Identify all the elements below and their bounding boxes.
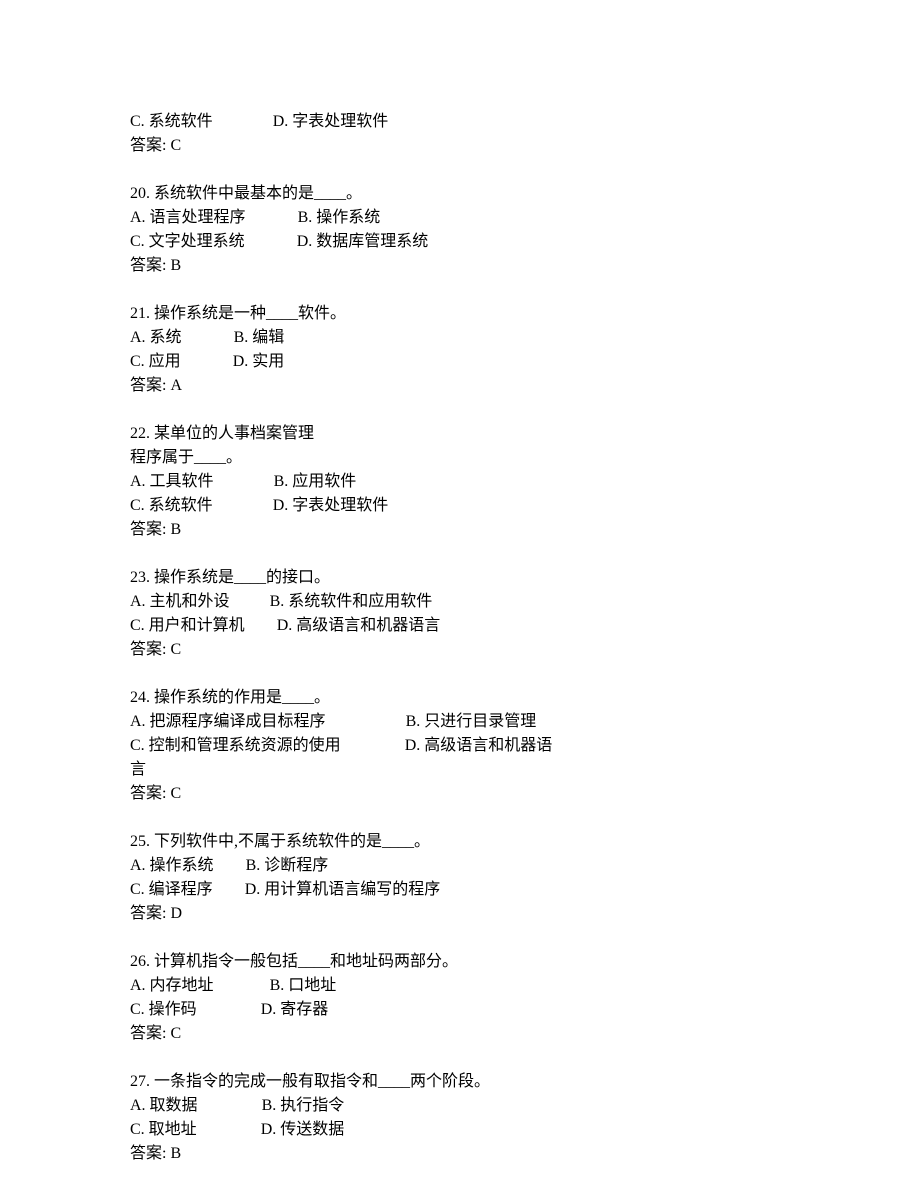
option-line: C. 文字处理系统 D. 数据库管理系统 — [130, 230, 790, 254]
option-d: D. 实用 — [233, 353, 285, 370]
page: C. 系统软件 D. 字表处理软件 答案: C 20. 系统软件中最基本的是__… — [0, 0, 920, 1191]
option-b: B. 口地址 — [270, 977, 337, 994]
option-a: A. 取数据 — [130, 1097, 198, 1114]
question-21: 21. 操作系统是一种____软件。 A. 系统 B. 编辑 C. 应用 D. … — [130, 302, 790, 398]
option-line: A. 内存地址 B. 口地址 — [130, 974, 790, 998]
option-line: C. 应用 D. 实用 — [130, 350, 790, 374]
answer-line: 答案: B — [130, 254, 790, 278]
option-line: A. 操作系统 B. 诊断程序 — [130, 854, 790, 878]
option-a: A. 主机和外设 — [130, 593, 230, 610]
question-stem: 25. 下列软件中,不属于系统软件的是____。 — [130, 830, 790, 854]
question-23: 23. 操作系统是____的接口。 A. 主机和外设 B. 系统软件和应用软件 … — [130, 566, 790, 662]
option-line: C. 取地址 D. 传送数据 — [130, 1118, 790, 1142]
question-stem: 23. 操作系统是____的接口。 — [130, 566, 790, 590]
option-d: D. 寄存器 — [261, 1001, 329, 1018]
question-24: 24. 操作系统的作用是____。 A. 把源程序编译成目标程序 B. 只进行目… — [130, 686, 790, 806]
question-stem: 26. 计算机指令一般包括____和地址码两部分。 — [130, 950, 790, 974]
option-c: C. 控制和管理系统资源的使用 — [130, 737, 341, 754]
option-c: C. 用户和计算机 — [130, 617, 245, 634]
option-d-cont: 言 — [130, 758, 790, 782]
question-25: 25. 下列软件中,不属于系统软件的是____。 A. 操作系统 B. 诊断程序… — [130, 830, 790, 926]
option-b: B. 操作系统 — [298, 209, 381, 226]
option-a: A. 把源程序编译成目标程序 — [130, 713, 326, 730]
option-line: C. 系统软件 D. 字表处理软件 — [130, 494, 790, 518]
option-c: C. 取地址 — [130, 1121, 197, 1138]
option-a: A. 工具软件 — [130, 473, 214, 490]
option-b: B. 执行指令 — [262, 1097, 345, 1114]
question-stem-line1: 22. 某单位的人事档案管理 — [130, 422, 790, 446]
answer-line: 答案: C — [130, 638, 790, 662]
option-c: C. 编译程序 — [130, 881, 213, 898]
option-b: B. 编辑 — [234, 329, 285, 346]
answer-line: 答案: C — [130, 1022, 790, 1046]
answer-line: 答案: B — [130, 518, 790, 542]
option-d: D. 字表处理软件 — [273, 113, 389, 130]
question-stem: 21. 操作系统是一种____软件。 — [130, 302, 790, 326]
option-a: A. 操作系统 — [130, 857, 214, 874]
option-c: C. 系统软件 — [130, 113, 213, 130]
option-b: B. 系统软件和应用软件 — [270, 593, 433, 610]
answer-line: 答案: D — [130, 902, 790, 926]
option-line: C. 编译程序 D. 用计算机语言编写的程序 — [130, 878, 790, 902]
option-c: C. 系统软件 — [130, 497, 213, 514]
question-stem: 27. 一条指令的完成一般有取指令和____两个阶段。 — [130, 1070, 790, 1094]
option-d: D. 传送数据 — [261, 1121, 345, 1138]
question-stem: 20. 系统软件中最基本的是____。 — [130, 182, 790, 206]
option-line: C. 系统软件 D. 字表处理软件 — [130, 110, 790, 134]
option-line: C. 操作码 D. 寄存器 — [130, 998, 790, 1022]
option-d: D. 数据库管理系统 — [297, 233, 429, 250]
option-d: D. 高级语言和机器语言 — [277, 617, 441, 634]
answer-line: 答案: C — [130, 782, 790, 806]
option-line: A. 系统 B. 编辑 — [130, 326, 790, 350]
question-27: 27. 一条指令的完成一般有取指令和____两个阶段。 A. 取数据 B. 执行… — [130, 1070, 790, 1166]
option-line: A. 把源程序编译成目标程序 B. 只进行目录管理 — [130, 710, 790, 734]
option-b: B. 只进行目录管理 — [406, 713, 537, 730]
option-line: A. 取数据 B. 执行指令 — [130, 1094, 790, 1118]
option-d: D. 字表处理软件 — [273, 497, 389, 514]
option-c: C. 操作码 — [130, 1001, 197, 1018]
answer-line: 答案: A — [130, 374, 790, 398]
option-line: C. 用户和计算机 D. 高级语言和机器语言 — [130, 614, 790, 638]
option-a: A. 内存地址 — [130, 977, 214, 994]
question-partial: C. 系统软件 D. 字表处理软件 答案: C — [130, 110, 790, 158]
question-26: 26. 计算机指令一般包括____和地址码两部分。 A. 内存地址 B. 口地址… — [130, 950, 790, 1046]
option-d: D. 用计算机语言编写的程序 — [245, 881, 441, 898]
option-line: A. 主机和外设 B. 系统软件和应用软件 — [130, 590, 790, 614]
question-stem-line2: 程序属于____。 — [130, 446, 790, 470]
answer-line: 答案: C — [130, 134, 790, 158]
option-d: D. 高级语言和机器语 — [405, 737, 553, 754]
option-c: C. 应用 — [130, 353, 181, 370]
option-b: B. 应用软件 — [274, 473, 357, 490]
option-a: A. 系统 — [130, 329, 182, 346]
option-a: A. 语言处理程序 — [130, 209, 246, 226]
option-line: A. 工具软件 B. 应用软件 — [130, 470, 790, 494]
question-stem: 24. 操作系统的作用是____。 — [130, 686, 790, 710]
option-line: C. 控制和管理系统资源的使用 D. 高级语言和机器语 — [130, 734, 790, 758]
question-22: 22. 某单位的人事档案管理 程序属于____。 A. 工具软件 B. 应用软件… — [130, 422, 790, 542]
answer-line: 答案: B — [130, 1142, 790, 1166]
option-c: C. 文字处理系统 — [130, 233, 245, 250]
option-line: A. 语言处理程序 B. 操作系统 — [130, 206, 790, 230]
option-b: B. 诊断程序 — [246, 857, 329, 874]
question-20: 20. 系统软件中最基本的是____。 A. 语言处理程序 B. 操作系统 C.… — [130, 182, 790, 278]
